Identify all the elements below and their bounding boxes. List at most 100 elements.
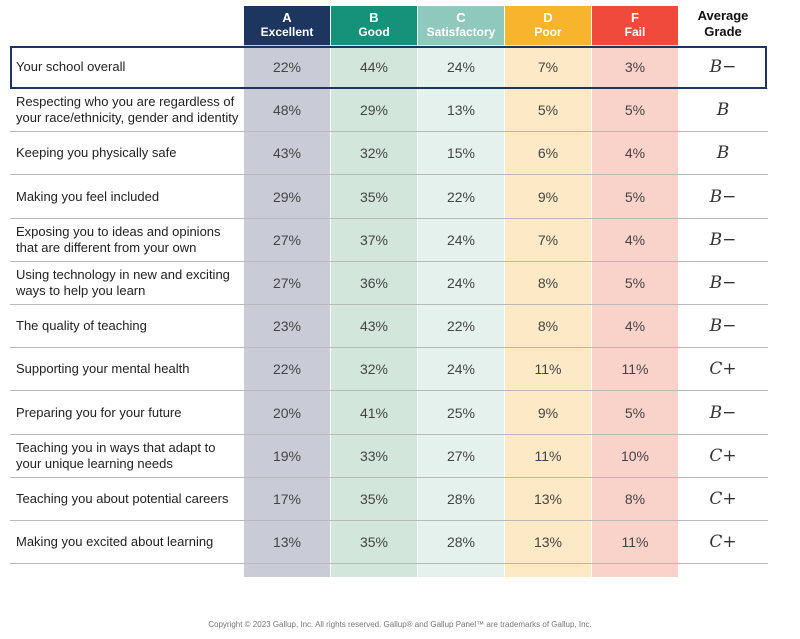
row-label: Preparing you for your future [16, 404, 182, 420]
cell-c-value: 25% [446, 404, 476, 421]
cell-d-value: 8% [537, 275, 559, 291]
average-grade: B [716, 143, 730, 164]
cell-c-value: 24% [446, 59, 476, 75]
cell-d-value: 7% [537, 59, 559, 75]
cell-a-value: 22% [272, 361, 302, 378]
cell-f-value: 5% [624, 275, 646, 291]
average-grade: B− [709, 57, 737, 77]
row-label: Respecting who you are regardless of you… [16, 94, 239, 126]
row-label: Making you excited about learning [16, 534, 214, 550]
table-row: Your school overall 22% 44% 24% 7% 3% B− [10, 46, 768, 89]
header-a-word: Excellent [260, 25, 314, 39]
cell-c-value: 22% [446, 318, 476, 335]
header-f-word: Fail [624, 25, 646, 39]
cell-d-value: 11% [534, 447, 562, 464]
cell-c-value: 24% [446, 231, 476, 248]
table-row: Teaching you about potential careers 17% 3… [10, 478, 768, 521]
copyright-footer: Copyright © 2023 Gallup, Inc. All rights… [208, 620, 592, 629]
header-a-letter: A [282, 10, 292, 25]
cell-c-value: 27% [446, 447, 476, 464]
cell-c-value: 13% [446, 102, 476, 119]
table-row: Respecting who you are regardless of you… [10, 89, 768, 133]
row-label: Keeping you physically safe [16, 145, 177, 161]
header-c: C Satisfactory [418, 6, 504, 45]
cell-f-value: 5% [624, 404, 646, 421]
row-label: The quality of teaching [16, 318, 147, 334]
average-grade: B [716, 100, 730, 121]
cell-d-value: 8% [537, 318, 559, 335]
cell-a-value: 43% [272, 145, 302, 162]
cell-f-value: 8% [624, 491, 646, 507]
average-grade: C+ [709, 532, 737, 553]
table-row: Making you excited about learning 13% 35% 2… [10, 521, 768, 565]
cell-f-value: 4% [624, 318, 646, 335]
cell-b-value: 32% [359, 145, 389, 162]
row-label: Exposing you to ideas and opinions that … [16, 223, 221, 255]
cell-a-value: 17% [272, 491, 302, 507]
column-d-background [505, 45, 591, 577]
table-row: Teaching you in ways that adapt to your … [10, 435, 768, 478]
average-grade: B− [709, 186, 737, 207]
cell-c-value: 28% [446, 534, 476, 551]
cell-d-value: 7% [537, 231, 559, 248]
header-average-line1: Average [697, 8, 749, 23]
overall-row-highlight [10, 46, 767, 89]
header-b-letter: B [369, 10, 379, 25]
header-b: B Good [331, 6, 417, 45]
cell-f-value: 5% [624, 188, 646, 205]
cell-b-value: 44% [359, 59, 389, 75]
cell-b-value: 37% [359, 231, 389, 248]
column-b-background [331, 45, 417, 577]
cell-b-value: 32% [359, 361, 389, 378]
average-grade: B− [709, 316, 737, 337]
cell-d-value: 13% [533, 534, 563, 551]
row-label: Your school overall [16, 59, 126, 74]
cell-d-value: 9% [537, 188, 559, 205]
table-row: Exposing you to ideas and opinions that … [10, 219, 768, 262]
row-label: Supporting your mental health [16, 361, 190, 377]
row-label: Teaching you about potential careers [16, 491, 229, 506]
cell-a-value: 27% [272, 231, 302, 248]
cell-b-value: 43% [359, 318, 389, 335]
table-row: The quality of teaching 23% 43% 22% 8% 4% B− [10, 305, 768, 349]
cell-b-value: 35% [359, 188, 389, 205]
header-f-letter: F [631, 10, 639, 25]
cell-b-value: 33% [359, 447, 389, 464]
cell-a-value: 20% [272, 404, 302, 421]
header-d-letter: D [543, 10, 553, 25]
cell-b-value: 29% [359, 102, 389, 119]
header-d: D Poor [505, 6, 591, 45]
cell-c-value: 24% [446, 361, 476, 378]
cell-c-value: 28% [446, 491, 476, 507]
cell-a-value: 23% [272, 318, 302, 335]
cell-f-value: 11% [621, 361, 649, 378]
cell-f-value: 4% [624, 231, 646, 248]
cell-d-value: 6% [537, 145, 559, 162]
table-row: Supporting your mental health 22% 32% 24% 11… [10, 348, 768, 392]
cell-a-value: 22% [272, 59, 302, 75]
average-grade: B− [709, 402, 737, 423]
cell-a-value: 48% [272, 102, 302, 119]
cell-b-value: 36% [359, 275, 389, 291]
cell-f-value: 4% [624, 145, 646, 162]
cell-d-value: 13% [533, 491, 563, 507]
header-f: F Fail [592, 6, 678, 45]
cell-f-value: 3% [624, 59, 646, 75]
cell-a-value: 13% [272, 534, 302, 551]
cell-c-value: 22% [446, 188, 476, 205]
cell-a-value: 29% [272, 188, 302, 205]
header-d-word: Poor [534, 25, 562, 39]
header-average-grade: Average Grade [680, 8, 766, 40]
average-grade: B− [709, 273, 737, 293]
header-c-word: Satisfactory [426, 25, 496, 39]
cell-d-value: 11% [534, 361, 562, 378]
table-row: Using technology in new and exciting way… [10, 262, 768, 305]
cell-c-value: 24% [446, 275, 476, 291]
row-label: Using technology in new and exciting way… [16, 267, 230, 298]
header-c-letter: C [456, 10, 466, 25]
column-f-background [592, 45, 678, 577]
table-row: Preparing you for your future 20% 41% 25% 9%… [10, 392, 768, 435]
cell-f-value: 11% [621, 534, 649, 551]
cell-d-value: 9% [537, 404, 559, 421]
average-grade: C+ [709, 445, 737, 466]
